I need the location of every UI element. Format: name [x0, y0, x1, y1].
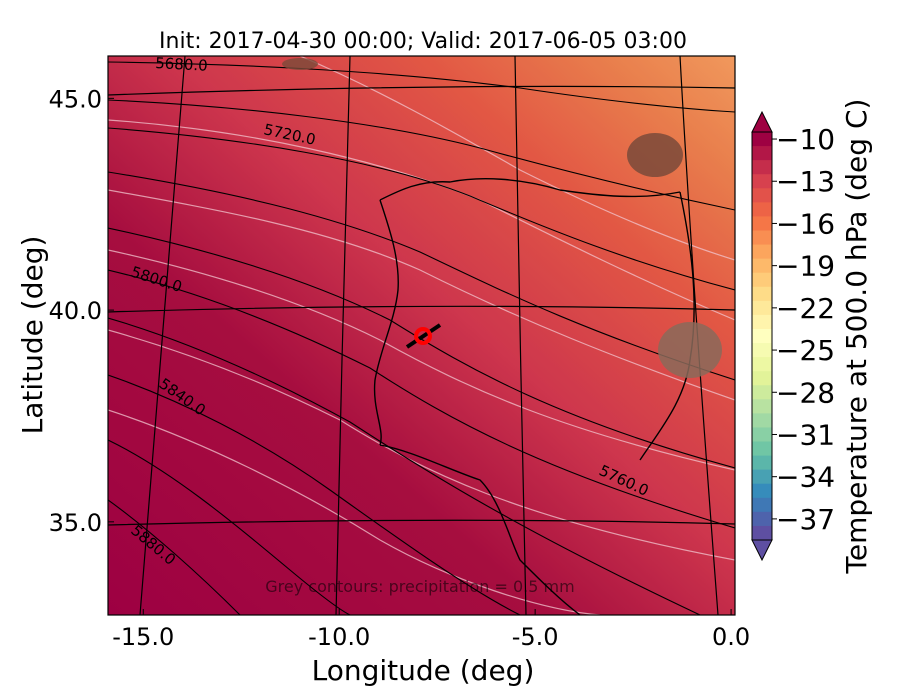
colorbar-segment	[752, 511, 772, 527]
colorbar-segment	[752, 357, 772, 372]
colorbar-segment	[752, 258, 772, 274]
colorbar-segment	[752, 160, 772, 175]
contour-label-5680: 5680.0	[155, 54, 208, 75]
colorbar-segment	[752, 399, 772, 414]
colorbar-segment	[752, 314, 772, 330]
colorbar-tick-label: −34	[776, 461, 835, 494]
colorbar-segment	[752, 216, 772, 231]
footnote: Grey contours: precipitation = 0.5 mm	[265, 577, 574, 596]
map-frame	[107, 55, 736, 616]
colorbar-tick-label: −16	[776, 207, 835, 240]
colorbar-extend-bottom	[751, 539, 773, 562]
colorbar-segment	[752, 413, 772, 428]
x-tick-label: -15.0	[112, 623, 174, 651]
colorbar-segment	[752, 244, 772, 260]
colorbar-segment	[752, 385, 772, 400]
colorbar-tick-label: −10	[776, 123, 835, 156]
y-tick-label: 40.0	[49, 297, 102, 325]
colorbar-segment	[752, 230, 772, 246]
height-contours	[108, 61, 735, 615]
temperature-isotherms	[108, 56, 735, 615]
colorbar-segment	[752, 132, 772, 147]
colorbar-segment	[752, 343, 772, 358]
colorbar-tick-label: −19	[776, 250, 835, 283]
colorbar-segment	[752, 371, 772, 386]
y-axis-label: Latitude (deg)	[16, 236, 49, 435]
x-axis-label: Longitude (deg)	[312, 654, 535, 687]
colorbar-frame	[751, 131, 773, 541]
y-tick-label: 45.0	[49, 85, 102, 113]
colorbar-tick-label: −22	[776, 292, 835, 325]
colorbar-segment	[752, 455, 772, 471]
map-title: Init: 2017-04-30 00:00; Valid: 2017-06-0…	[159, 29, 687, 54]
colorbar-segment	[752, 146, 772, 161]
colorbar-segment	[752, 469, 772, 485]
colorbar-extend-top	[751, 110, 773, 133]
x-ticks: -15.0 -10.0 -5.0 0.0	[112, 609, 750, 651]
y-tick-label: 35.0	[49, 509, 102, 537]
colorbar-segment	[752, 483, 772, 499]
precipitation-patches	[282, 58, 722, 378]
x-tick-label: -5.0	[512, 623, 559, 651]
colorbar-segment	[752, 202, 772, 217]
colorbar-ticks: −10 −13 −16 −19 −22 −25 −28 −31 −34 −37	[772, 123, 835, 536]
location-marker	[405, 323, 442, 349]
colorbar-segment	[752, 174, 772, 189]
colorbar-segment	[752, 427, 772, 443]
colorbar-tick-label: −37	[776, 503, 835, 536]
colorbar	[751, 110, 773, 562]
colorbar-tick-label: −28	[776, 376, 835, 409]
x-tick-label: -10.0	[308, 623, 370, 651]
colorbar-segment	[752, 497, 772, 513]
colorbar-segment	[752, 525, 772, 541]
colorbar-label: Temperature at 500.0 hPa (deg C)	[840, 99, 873, 575]
colorbar-segment	[752, 286, 772, 302]
colorbar-tick-label: −13	[776, 165, 835, 198]
y-ticks: 35.0 40.0 45.0	[49, 85, 114, 537]
map-panel: 5680.0 5720.0 5800.0 5840.0 5880.0 5760.…	[108, 54, 735, 615]
colorbar-tick-label: −31	[776, 418, 835, 451]
colorbar-segment	[752, 300, 772, 316]
colorbar-tick-label: −25	[776, 334, 835, 367]
colorbar-segment	[752, 272, 772, 288]
colorbar-segment	[752, 441, 772, 457]
colorbar-segment	[752, 328, 772, 344]
colorbar-segment	[752, 188, 772, 203]
x-tick-label: 0.0	[712, 623, 750, 651]
